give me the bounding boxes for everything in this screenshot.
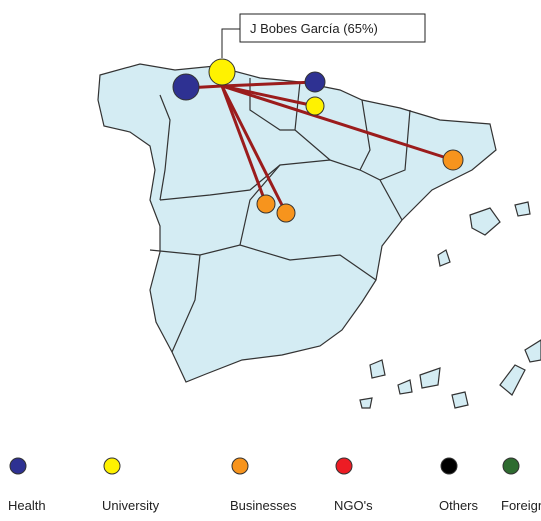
- island: [451, 391, 469, 409]
- spain-map: [97, 63, 541, 409]
- island: [369, 359, 386, 379]
- link: [220, 84, 455, 162]
- region-border: [359, 99, 371, 171]
- link: [220, 84, 317, 108]
- legend-swatch: [502, 457, 520, 475]
- node-business: [256, 194, 276, 214]
- legend-label: Foreign: [501, 498, 541, 513]
- region-border: [171, 254, 201, 353]
- region-border: [239, 164, 281, 246]
- region-border: [379, 109, 411, 181]
- island: [469, 207, 501, 236]
- legend-label: Others: [439, 498, 479, 513]
- mainland: [97, 63, 497, 383]
- link: [220, 80, 317, 88]
- region-border: [159, 159, 403, 221]
- region-border: [159, 94, 171, 201]
- region-border: [149, 244, 377, 281]
- link: [220, 84, 288, 215]
- node-business: [276, 203, 296, 223]
- nodes: [172, 58, 464, 223]
- node-health: [304, 71, 326, 93]
- callout-connector: [221, 28, 240, 58]
- link: [220, 84, 268, 206]
- legend-label: Health: [8, 498, 46, 513]
- legend-label: Businesses: [230, 498, 297, 513]
- island: [499, 364, 526, 396]
- island: [524, 339, 541, 363]
- legend-label: University: [102, 498, 160, 513]
- node-university: [305, 96, 325, 116]
- legend-label: NGO's: [334, 498, 373, 513]
- island: [397, 379, 413, 395]
- links: [184, 80, 455, 215]
- legend: Health University Businesses NGO's Others For…: [8, 457, 541, 513]
- island: [359, 397, 373, 409]
- node-business: [442, 149, 464, 171]
- legend-swatch: [231, 457, 249, 475]
- legend-swatch: [440, 457, 458, 475]
- legend-swatch: [103, 457, 121, 475]
- node-university: [208, 58, 236, 86]
- legend-swatch: [335, 457, 353, 475]
- callout-text: J Bobes García (65%): [250, 21, 378, 36]
- node-health: [172, 73, 200, 101]
- island: [437, 249, 451, 267]
- island: [514, 201, 531, 217]
- callout-box: [239, 13, 426, 43]
- island: [419, 367, 441, 389]
- legend-swatch: [9, 457, 27, 475]
